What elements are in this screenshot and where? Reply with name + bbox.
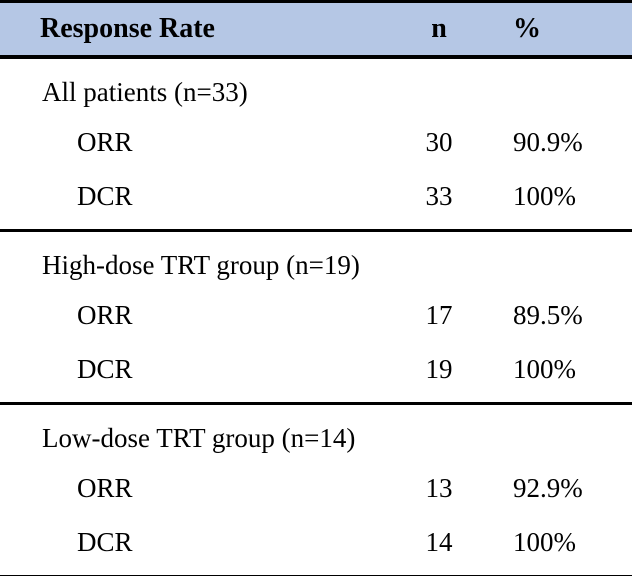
section-label-low-dose: Low-dose TRT group (n=14) xyxy=(42,422,356,453)
row-value-n: 33 xyxy=(425,180,453,211)
table-row-high-orr: ORR 17 89.5% xyxy=(0,288,632,342)
section-low-dose: Low-dose TRT group (n=14) ORR 13 92.9% D… xyxy=(0,405,632,576)
row-value-pct: 92.9% xyxy=(513,472,583,503)
section-all-patients: All patients (n=33) ORR 30 90.9% DCR 33 … xyxy=(0,59,632,232)
row-label-orr: ORR xyxy=(77,299,133,330)
table-row-low-dcr: DCR 14 100% xyxy=(0,515,632,569)
row-value-n: 14 xyxy=(425,526,453,557)
header-response-rate: Response Rate xyxy=(40,13,215,44)
row-value-n: 19 xyxy=(425,353,453,384)
row-value-n: 30 xyxy=(425,126,453,157)
header-n: n xyxy=(431,13,447,44)
row-label-orr: ORR xyxy=(77,126,133,157)
row-value-pct: 100% xyxy=(513,180,576,211)
table-header-row: Response Rate n % xyxy=(0,0,632,59)
table-row-high-dcr: DCR 19 100% xyxy=(0,342,632,396)
section-high-dose: High-dose TRT group (n=19) ORR 17 89.5% … xyxy=(0,232,632,405)
header-percent: % xyxy=(513,13,541,44)
row-label-dcr: DCR xyxy=(77,180,133,211)
section-label-high-dose: High-dose TRT group (n=19) xyxy=(42,249,360,280)
row-label-dcr: DCR xyxy=(77,526,133,557)
row-value-pct: 90.9% xyxy=(513,126,583,157)
table-row-low-orr: ORR 13 92.9% xyxy=(0,461,632,515)
row-label-orr: ORR xyxy=(77,472,133,503)
row-value-pct: 100% xyxy=(513,353,576,384)
row-value-n: 17 xyxy=(425,299,453,330)
row-label-dcr: DCR xyxy=(77,353,133,384)
row-value-pct: 100% xyxy=(513,526,576,557)
row-value-n: 13 xyxy=(425,472,453,503)
table-row-all-orr: ORR 30 90.9% xyxy=(0,115,632,169)
table-row-all-dcr: DCR 33 100% xyxy=(0,169,632,223)
row-value-pct: 89.5% xyxy=(513,299,583,330)
section-label-all-patients: All patients (n=33) xyxy=(42,76,248,107)
